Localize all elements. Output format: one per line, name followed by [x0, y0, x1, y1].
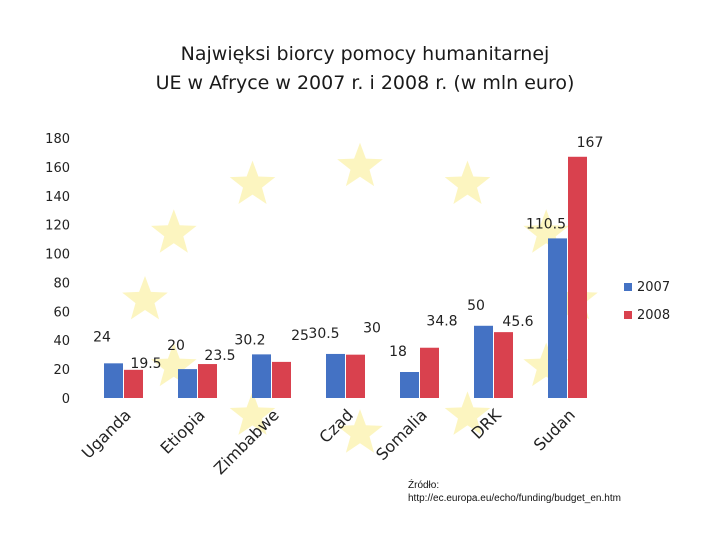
- legend-label-2007: 2007: [637, 280, 670, 295]
- bar-2008-czad: [346, 354, 365, 398]
- legend-swatch-2007: [624, 283, 632, 291]
- y-tick-label: 20: [53, 363, 70, 378]
- eu-star: [337, 142, 383, 187]
- eu-star: [122, 276, 168, 320]
- legend-swatch-2008: [624, 311, 632, 319]
- bar-2008-zimbabwe: [272, 361, 291, 398]
- data-label-2008-sudan: 167: [577, 135, 604, 151]
- bar-2008-sudan: [568, 156, 587, 398]
- bar-2007-etiopia: [178, 369, 197, 398]
- bar-2007-sudan: [548, 238, 567, 398]
- y-axis: 0 20 40 60 80 100 120 140 160 180: [45, 132, 70, 407]
- bars: [104, 156, 587, 398]
- eu-star: [444, 160, 491, 204]
- eu-star: [151, 209, 197, 253]
- data-labels: 24 19.5 20 23.530.2 25 30.5 30 18 34.8 50 45.6 110.…: [93, 135, 603, 372]
- y-tick-label: 140: [45, 190, 70, 205]
- source-note: Źródło: http://ec.europa.eu/echo/funding…: [408, 479, 621, 505]
- bar-2007-drk: [474, 325, 493, 398]
- eu-star: [229, 391, 276, 435]
- data-label-2008-czad: 30: [363, 321, 381, 337]
- y-tick-label: 160: [45, 161, 70, 176]
- chart-title-line-2: UE w Afryce w 2007 r. i 2008 r. (w mln e…: [156, 72, 575, 94]
- data-label-2007-zimbabwe: 30.2: [234, 332, 265, 348]
- data-label-2007-somalia: 18: [389, 344, 407, 360]
- chart-title-line-1: Najwięksi biorcy pomocy humanitarnej: [181, 43, 550, 65]
- category-label-somalia: Somalia: [372, 405, 431, 464]
- legend-label-2008: 2008: [637, 308, 670, 323]
- bar-2007-somalia: [400, 372, 419, 398]
- bar-2008-etiopia: [198, 364, 217, 398]
- bar-2007-uganda: [104, 363, 123, 398]
- y-tick-label: 180: [45, 132, 70, 147]
- legend: 2007 2008: [624, 280, 670, 323]
- data-label-2008-uganda: 19.5: [130, 356, 161, 372]
- y-tick-label: 60: [53, 305, 70, 320]
- data-label-2008-drk: 45.6: [502, 314, 533, 330]
- data-label-2007-uganda: 24: [93, 329, 111, 345]
- y-tick-label: 100: [45, 248, 70, 263]
- data-label-2008-zimbabwe: 25: [291, 328, 309, 344]
- category-label-sudan: Sudan: [530, 405, 579, 454]
- data-label-2008-somalia: 34.8: [426, 314, 457, 330]
- data-label-2007-etiopia: 20: [167, 338, 185, 354]
- y-tick-label: 80: [53, 276, 70, 291]
- data-label-2007-sudan: 110.5: [526, 216, 566, 232]
- data-label-2007-czad: 30.5: [308, 326, 339, 342]
- category-labels: Uganda Etiopia Zimbabwe Czad Somalia DRK Sudan: [78, 405, 579, 478]
- eu-star: [523, 209, 569, 253]
- y-tick-label: 40: [53, 334, 70, 349]
- category-label-uganda: Uganda: [78, 405, 135, 462]
- bar-2008-drk: [494, 332, 513, 398]
- y-tick-label: 0: [62, 392, 70, 407]
- eu-star: [444, 391, 491, 435]
- data-label-2007-drk: 50: [467, 298, 485, 314]
- bar-2007-zimbabwe: [252, 354, 271, 398]
- eu-star: [151, 342, 197, 387]
- bar-2007-czad: [326, 353, 345, 398]
- category-label-etiopia: Etiopia: [156, 405, 208, 457]
- eu-star: [523, 342, 569, 387]
- source-label: Źródło:: [408, 480, 440, 491]
- bar-2008-somalia: [420, 347, 439, 398]
- eu-star: [229, 160, 276, 204]
- source-url: http://ec.europa.eu/echo/funding/budget_…: [408, 493, 621, 504]
- bar-2008-uganda: [124, 369, 143, 398]
- data-label-2008-etiopia: 23.5: [204, 348, 235, 364]
- eu-star: [337, 409, 383, 453]
- y-tick-label: 120: [45, 219, 70, 234]
